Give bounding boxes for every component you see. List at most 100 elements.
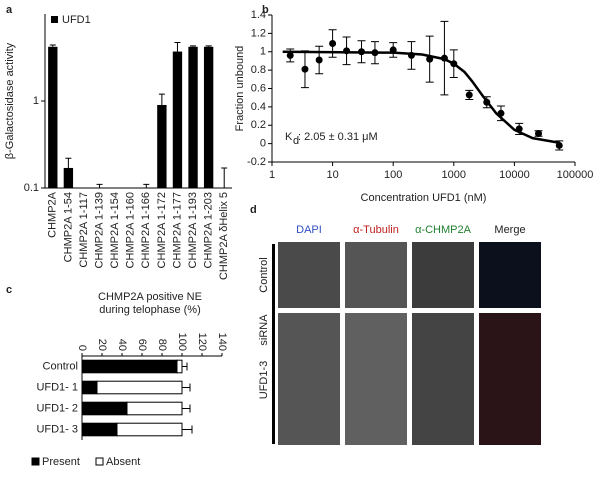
annotation: : 2.05 ± 0.31 μM xyxy=(298,131,378,143)
x-tick-label: 100000 xyxy=(557,169,594,181)
column-label: α-CHMP2A xyxy=(415,224,472,236)
title: CHMP2A positive NE xyxy=(98,291,202,303)
x-tick-label: CHMP2A 1-203 xyxy=(203,192,215,268)
x-tick-label: CHMP2A 1-117 xyxy=(78,192,90,268)
bar xyxy=(81,401,128,416)
y-tick-label: UFD1- 1 xyxy=(36,381,78,393)
error-bar xyxy=(96,183,103,188)
legend-swatch xyxy=(95,457,104,466)
legend-swatch xyxy=(51,16,58,23)
x-tick-label: 60 xyxy=(136,339,148,351)
x-tick-label: CHMP2A 1-166 xyxy=(140,192,152,268)
x-tick-label: CHMP2A 1-193 xyxy=(187,192,199,268)
y-axis-label: Fraction unbound xyxy=(234,46,246,132)
panel-d: d DAPI α-Tubulin α-CHMP2A Merge Control … xyxy=(250,204,541,445)
column-label: DAPI xyxy=(296,224,322,236)
bar xyxy=(126,401,183,416)
x-tick-label: CHMP2A 1-154 xyxy=(109,192,121,268)
column-label: α-Tubulin xyxy=(353,224,399,236)
panel-label: d xyxy=(250,204,257,216)
point xyxy=(535,130,543,138)
x-tick-label: 20 xyxy=(96,339,108,351)
x-tick-label: 0 xyxy=(76,345,88,351)
point xyxy=(389,46,397,54)
x-axis-label: Concentration UFD1 (nM) xyxy=(361,192,487,204)
bar xyxy=(96,380,183,395)
x-tick-label: CHMP2A xyxy=(47,191,59,238)
point xyxy=(515,125,523,133)
y-tick-label: 1.2 xyxy=(251,27,266,39)
point xyxy=(497,109,505,117)
bar xyxy=(176,359,183,374)
image xyxy=(278,313,340,445)
x-tick-label: 120 xyxy=(196,333,208,351)
image xyxy=(345,313,407,445)
x-tick-label: CHMP2A 1-139 xyxy=(93,192,105,268)
y-axis-label: β-Galactosidase activity xyxy=(4,42,16,159)
bar xyxy=(188,46,198,188)
error-bar xyxy=(65,157,72,168)
y-tick-label: 0.6 xyxy=(251,82,266,94)
point xyxy=(555,141,563,149)
panel-label: a xyxy=(6,4,13,16)
error-bar xyxy=(205,45,212,47)
point xyxy=(426,55,434,63)
error-bar xyxy=(182,362,188,371)
point xyxy=(301,65,309,73)
error-bar xyxy=(182,383,191,392)
bar xyxy=(81,380,98,395)
error-bar xyxy=(182,425,193,434)
y-tick-label: UFD1- 3 xyxy=(36,423,78,435)
image xyxy=(412,313,474,445)
point xyxy=(286,51,294,59)
x-tick-label: 80 xyxy=(156,339,168,351)
error-bar xyxy=(158,93,165,105)
bar xyxy=(116,422,183,437)
row-label: UFD1-3 xyxy=(258,361,270,400)
image xyxy=(278,242,340,308)
legend-label: Absent xyxy=(106,456,140,468)
panel-label: c xyxy=(6,284,12,296)
bar xyxy=(48,46,58,188)
y-tick-label: 1 xyxy=(260,46,266,58)
x-tick-label: 40 xyxy=(116,339,128,351)
x-tick-label: CHMP2A 1-160 xyxy=(125,192,137,268)
panel-label: b xyxy=(262,4,269,16)
error-bar xyxy=(174,42,181,52)
image xyxy=(345,242,407,308)
x-tick-label: 1000 xyxy=(442,169,466,181)
y-tick-label: -0.2 xyxy=(247,156,266,168)
x-tick-label: CHMP2A 1-177 xyxy=(171,192,183,268)
y-tick-label: 0.4 xyxy=(251,101,266,113)
x-tick-label: 10000 xyxy=(499,169,530,181)
bar xyxy=(172,51,183,188)
annotation: d xyxy=(293,135,299,147)
image xyxy=(412,242,474,308)
point xyxy=(343,47,351,55)
point xyxy=(450,60,458,68)
y-tick-label: 0.2 xyxy=(251,119,266,131)
y-tick-label: 0.8 xyxy=(251,64,266,76)
image xyxy=(479,242,541,308)
legend-label: UFD1 xyxy=(62,14,91,26)
y-tick-label: 0.1 xyxy=(24,182,39,194)
x-tick-label: 100 xyxy=(176,333,188,351)
point xyxy=(358,48,366,56)
x-tick-label: 10 xyxy=(326,169,338,181)
row-label: Control xyxy=(258,257,270,292)
error-bar xyxy=(221,167,228,188)
bar xyxy=(81,422,118,437)
image xyxy=(479,313,541,445)
x-tick-label: CHMP2A 1-54 xyxy=(62,192,74,262)
group-label: siRNA xyxy=(258,314,270,346)
y-tick-label: UFD1- 2 xyxy=(36,402,78,414)
x-tick-label: 100 xyxy=(384,169,402,181)
error-bar xyxy=(182,404,191,413)
point xyxy=(329,39,337,47)
error-bar xyxy=(49,44,56,47)
title: during telophase (%) xyxy=(99,304,201,316)
x-tick-label: CHMP2A 1-172 xyxy=(156,192,168,268)
row-bar xyxy=(272,244,275,444)
y-tick-label: Control xyxy=(43,360,78,372)
y-tick-label: 1 xyxy=(33,95,39,107)
